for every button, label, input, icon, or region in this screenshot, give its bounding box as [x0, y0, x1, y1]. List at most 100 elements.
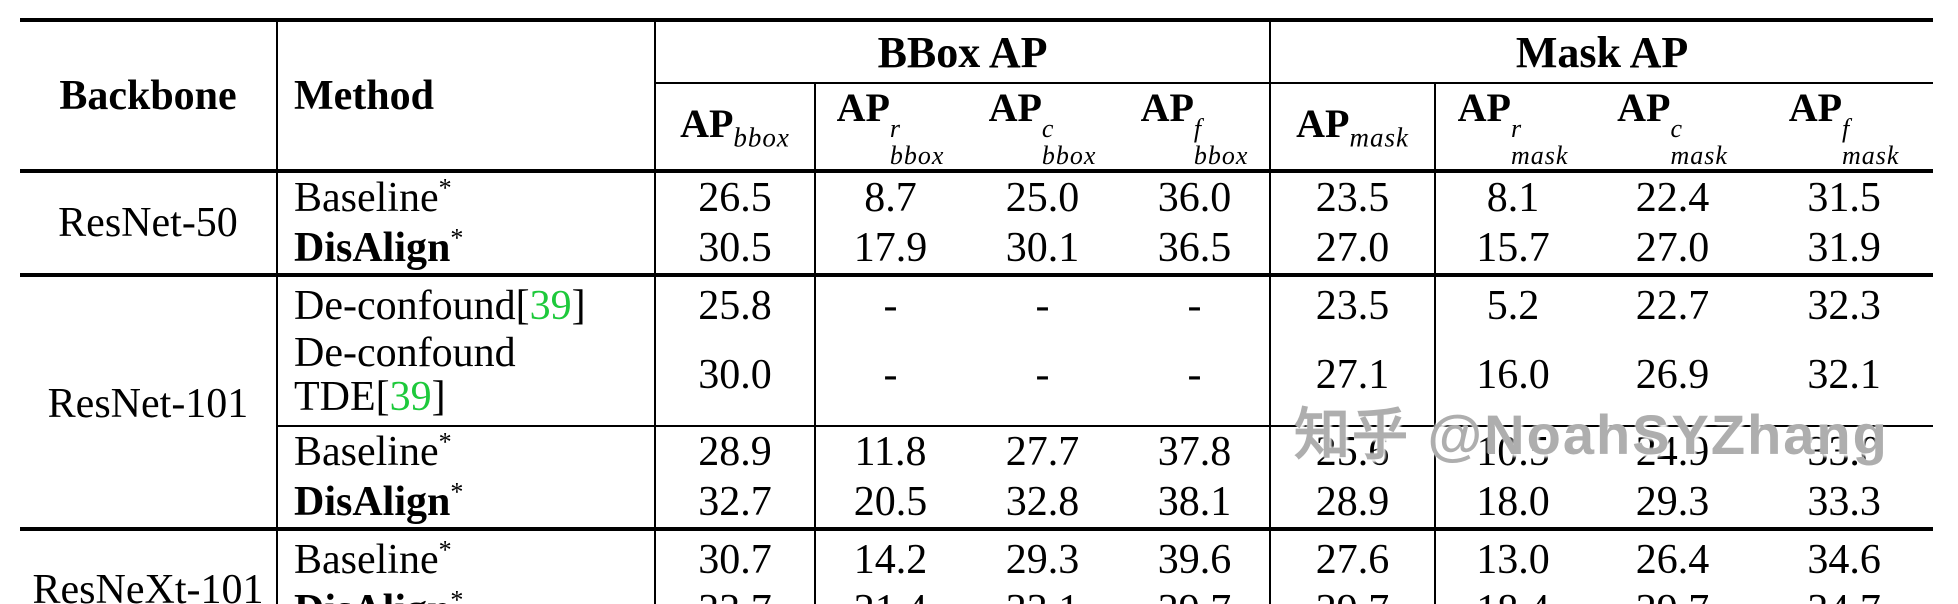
metric-value-cell: 38.1 [1120, 477, 1272, 530]
metric-value-cell: 29.7 [1590, 585, 1756, 604]
metric-base: AP [1788, 85, 1843, 130]
metric-sub: bbox [889, 140, 945, 170]
citation-link[interactable]: 39 [529, 283, 572, 330]
table-row: ResNeXt-101 Baseline* 30.7 14.2 29.3 39.… [20, 527, 1934, 604]
metric-value-cell: 21.4 [815, 585, 965, 604]
metric-value-cell: 26.5 [655, 171, 816, 224]
method-cell: Baseline* [277, 527, 656, 586]
col-header-method: Method [277, 20, 656, 174]
metric-base: AP [988, 85, 1042, 130]
metric-value-cell: 25.8 [655, 273, 816, 332]
metric-value-cell: 25.6 [1270, 426, 1437, 478]
metric-base: AP [1140, 85, 1194, 130]
method-cell: DisAlign* [277, 477, 656, 530]
metric-header-ap-f-bbox: AP f bbox [1120, 83, 1272, 174]
metric-header-ap-f-mask: AP f mask [1755, 83, 1934, 174]
metric-sup: c [1041, 114, 1055, 144]
metric-value-cell: - [815, 331, 965, 428]
metric-value-cell: 5.2 [1435, 273, 1591, 332]
metric-base: AP [1296, 100, 1350, 146]
table-row: Baseline* 28.9 11.8 27.7 37.8 25.6 10.5 … [20, 426, 1933, 478]
metric-sup: r [889, 114, 902, 144]
metric-value-cell: 23.5 [1270, 171, 1437, 224]
citation-link[interactable]: 39 [389, 374, 432, 421]
metric-value-cell: 34.6 [1755, 527, 1934, 586]
method-cell: Baseline* [277, 171, 656, 224]
metric-value-cell: 26.4 [1590, 527, 1756, 586]
metric-value-cell: 32.3 [1755, 273, 1934, 332]
metric-sup: r [1510, 114, 1523, 144]
metric-value-cell: 27.1 [1270, 331, 1437, 428]
metric-value-cell: 29.3 [1635, 479, 1710, 526]
metric-value-cell: - [965, 273, 1120, 332]
metric-base: AP [836, 85, 890, 130]
metric-value-cell: 33.1 [965, 585, 1120, 604]
metric-value-cell: 32.8 [1005, 479, 1080, 526]
metric-value-cell: 26.9 [1590, 331, 1756, 428]
backbone-cell: ResNet-101 [20, 273, 278, 530]
metric-sub: bbox [1193, 140, 1249, 170]
metric-value-cell: - [965, 331, 1120, 428]
metric-value-cell: 32.1 [1755, 331, 1934, 428]
results-table: Backbone Method BBox AP Mask AP APbbox A… [20, 18, 1934, 604]
metric-value-cell: 39.6 [1120, 527, 1272, 586]
metric-value-cell: 36.5 [1120, 223, 1272, 276]
table-row: De-confound TDE[39] 30.0 - - - 27.1 16.0… [20, 331, 1934, 428]
metric-value-cell: 34.7 [1755, 585, 1934, 604]
method-cell: De-confound TDE[39] [277, 331, 656, 428]
table-row: DisAlign* 30.5 17.9 30.1 36.5 27.0 15.7 … [20, 223, 1933, 276]
metric-value-cell: 28.9 [1270, 477, 1437, 530]
metric-sup: f [1193, 114, 1203, 144]
metric-value-cell: 24.9 [1635, 429, 1710, 476]
col-header-backbone: Backbone [20, 20, 278, 174]
metric-header-ap-c-bbox: AP c bbox [965, 83, 1120, 174]
metric-value-cell: 16.0 [1435, 331, 1591, 428]
metric-sub: mask [1670, 140, 1728, 170]
metric-value-cell: 30.5 [655, 223, 816, 276]
metric-value-cell: 20.5 [853, 479, 928, 526]
metric-header-ap-bbox: APbbox [655, 83, 816, 174]
metric-value-cell: - [1120, 331, 1272, 428]
metric-value-cell: 37.8 [1120, 426, 1272, 478]
table-row: ResNet-101 De-confound[39] 25.8 - - - 23… [20, 273, 1934, 530]
metric-sub: mask [1349, 122, 1409, 153]
metric-value-cell: 31.5 [1807, 175, 1881, 222]
metric-sub: bbox [1041, 140, 1097, 170]
group-header-bbox-ap: BBox AP [655, 20, 1272, 84]
metric-sub: bbox [733, 122, 790, 153]
metric-value-cell: 27.7 [1005, 429, 1080, 476]
metric-value-cell: 31.9 [1807, 225, 1881, 272]
metric-value-cell: 30.7 [655, 527, 816, 586]
metric-value-cell: 29.7 [1270, 585, 1437, 604]
metric-value-cell: 18.4 [1435, 585, 1591, 604]
metric-value-cell: 39.7 [1120, 585, 1272, 604]
metric-value-cell: 33.7 [655, 585, 816, 604]
group-header-mask-ap: Mask AP [1270, 20, 1934, 84]
metric-sub: mask [1510, 140, 1569, 170]
metric-value-cell: 22.4 [1635, 175, 1710, 222]
metric-value-cell: 17.9 [853, 225, 928, 272]
metric-value-cell: - [815, 273, 965, 332]
method-cell: DisAlign* [277, 585, 656, 604]
metric-header-ap-r-mask: AP r mask [1435, 83, 1591, 174]
method-cell: De-confound[39] [277, 273, 656, 332]
metric-value-cell: 28.9 [655, 426, 816, 478]
metric-value-cell: 15.7 [1476, 225, 1550, 272]
metric-value-cell: 23.5 [1270, 273, 1437, 332]
metric-value-cell: 33.3 [1807, 479, 1881, 526]
metric-value-cell: 22.7 [1590, 273, 1756, 332]
metric-value-cell: 27.0 [1635, 225, 1710, 272]
metric-value-cell: 25.0 [1005, 175, 1080, 222]
metric-value-cell: 30.0 [655, 331, 816, 428]
table-row: DisAlign* 32.7 20.5 32.8 38.1 28.9 18.0 … [20, 477, 1933, 530]
metric-value-cell: - [1120, 273, 1272, 332]
metric-value-cell: 27.6 [1270, 527, 1437, 586]
method-cell: DisAlign* [277, 223, 656, 276]
metric-value-cell: 36.0 [1120, 171, 1272, 224]
metric-sup: c [1670, 114, 1684, 144]
metric-value-cell: 11.8 [854, 429, 927, 476]
metric-value-cell: 13.0 [1435, 527, 1591, 586]
metric-base: AP [1457, 85, 1511, 130]
metric-sup: f [1842, 114, 1851, 144]
